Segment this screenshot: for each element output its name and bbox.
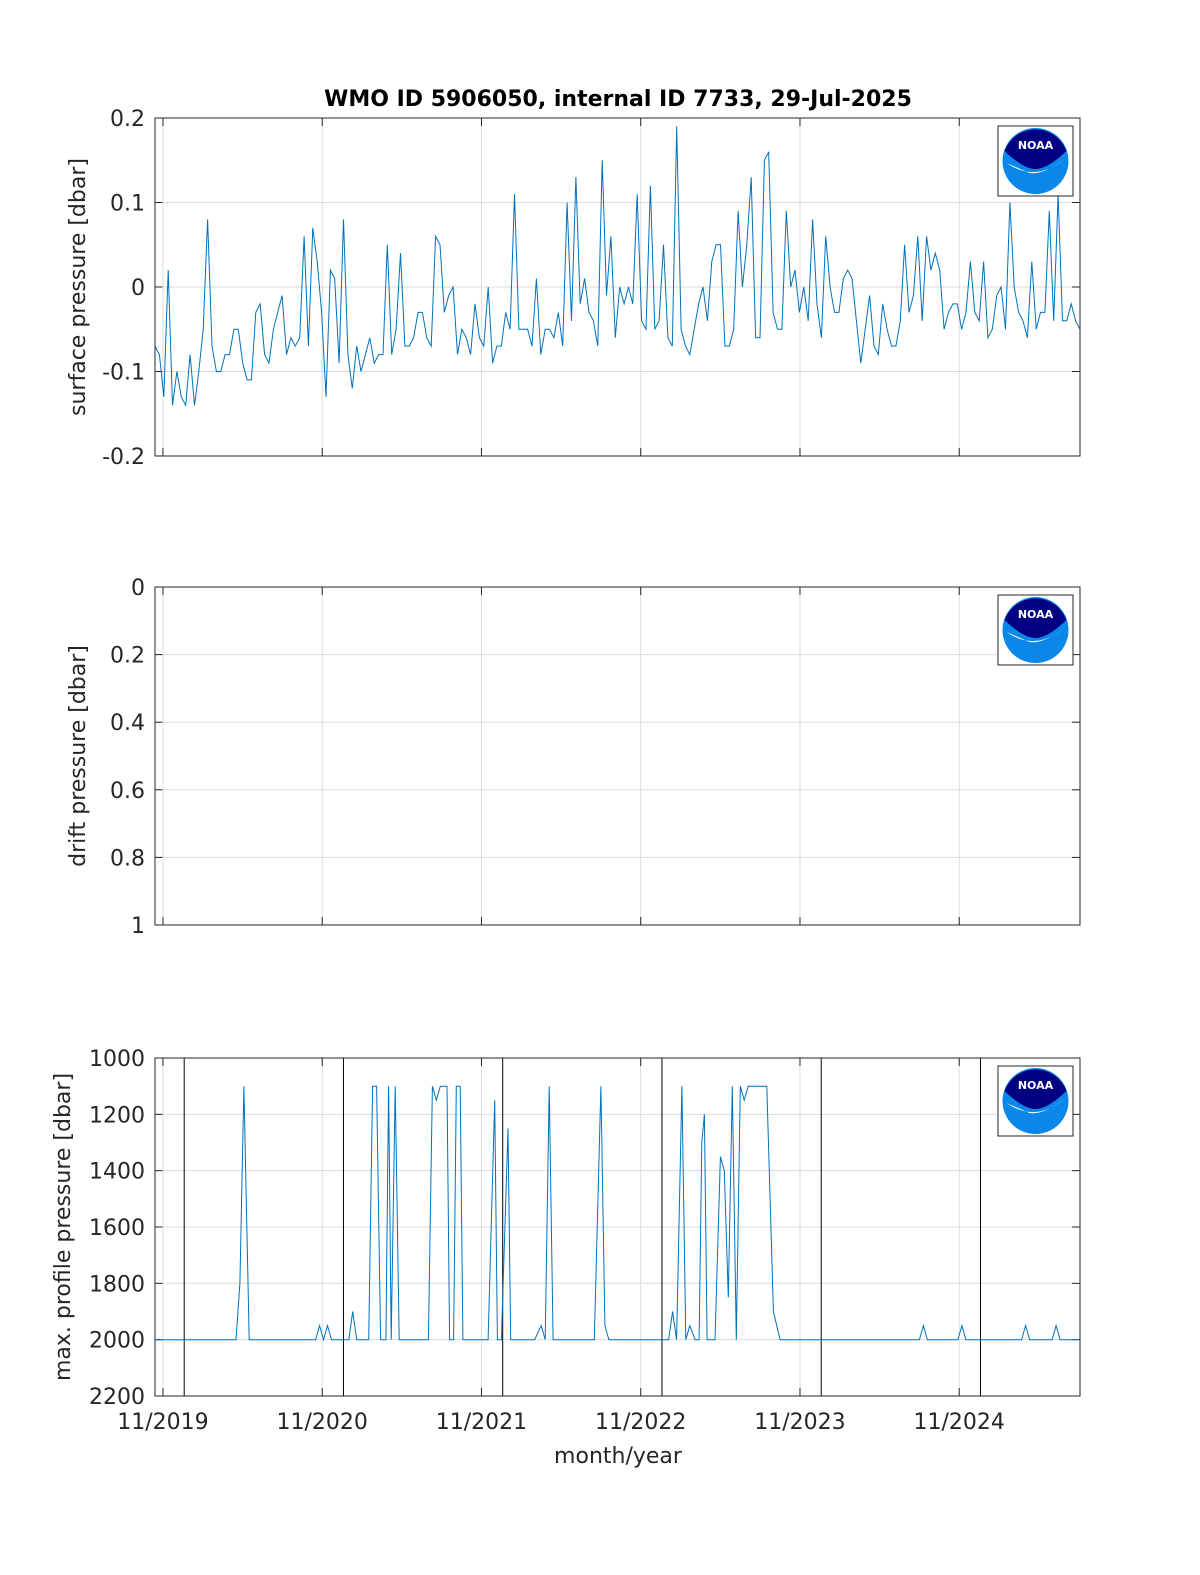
y-tick-label: 1600: [89, 1216, 145, 1241]
y-tick-label: -0.1: [102, 361, 145, 386]
y-tick-label: 1000: [89, 1047, 145, 1072]
logo-dark-cap: [1004, 129, 1067, 169]
y-axis-label: drift pressure [dbar]: [66, 645, 91, 867]
y-tick-label: 0: [131, 276, 145, 301]
y-tick-label: 0.2: [110, 644, 145, 669]
y-tick-label: -0.2: [102, 445, 145, 470]
logo-white-bird: [1006, 159, 1065, 174]
y-tick-label: 1800: [89, 1272, 145, 1297]
series-line: [155, 1085, 1080, 1342]
x-tick-label: 11/2019: [117, 1410, 208, 1435]
y-axis-label: surface pressure [dbar]: [66, 158, 91, 416]
x-tick-label: 11/2024: [914, 1410, 1005, 1435]
figure-title: WMO ID 5906050, internal ID 7733, 29-Jul…: [324, 87, 912, 112]
y-tick-label: 2000: [89, 1329, 145, 1354]
y-tick-label: 1400: [89, 1160, 145, 1185]
y-tick-label: 0.4: [110, 711, 145, 736]
y-tick-label: 0.6: [110, 779, 145, 804]
y-tick-label: 0.8: [110, 846, 145, 871]
x-tick-label: 11/2020: [277, 1410, 368, 1435]
x-axis-label: month/year: [554, 1444, 683, 1469]
noaa-logo: NOAA: [997, 594, 1074, 666]
y-tick-label: 0.1: [110, 192, 145, 217]
logo-dark-cap: [1004, 1069, 1067, 1109]
logo-dark-cap: [1004, 598, 1067, 638]
y-tick-label: 0: [131, 576, 145, 601]
noaa-logo: NOAA: [997, 1065, 1074, 1137]
y-tick-label: 0.2: [110, 107, 145, 132]
axes-frame: [154, 1057, 1081, 1397]
logo-white-bird: [1006, 1099, 1065, 1114]
y-tick-label: 1200: [89, 1103, 145, 1128]
logo-text: NOAA: [1018, 139, 1054, 152]
y-tick-label: 2200: [89, 1385, 145, 1410]
series-line: [154, 126, 1081, 408]
x-tick-label: 11/2022: [595, 1410, 686, 1435]
logo-white-bird: [1006, 628, 1065, 643]
y-tick-label: 1: [131, 914, 145, 939]
y-axis-label: max. profile pressure [dbar]: [51, 1073, 76, 1381]
logo-text: NOAA: [1018, 1079, 1054, 1092]
axes-frame: [154, 117, 1081, 457]
logo-text: NOAA: [1018, 608, 1054, 621]
surface-pressure-axes: -0.2 -0.1 0 0.1 0.2 surface pressure [dbar] NO…: [66, 107, 1081, 470]
x-tick-label: 11/2021: [436, 1410, 527, 1435]
drift-pressure-axes: 0 0.2 0.4 0.6 0.8 1 drift pressure [dbar] NOAA: [66, 576, 1081, 939]
noaa-logo: NOAA: [997, 125, 1074, 197]
axes-frame: [154, 586, 1081, 926]
x-tick-label: 11/2023: [754, 1410, 845, 1435]
